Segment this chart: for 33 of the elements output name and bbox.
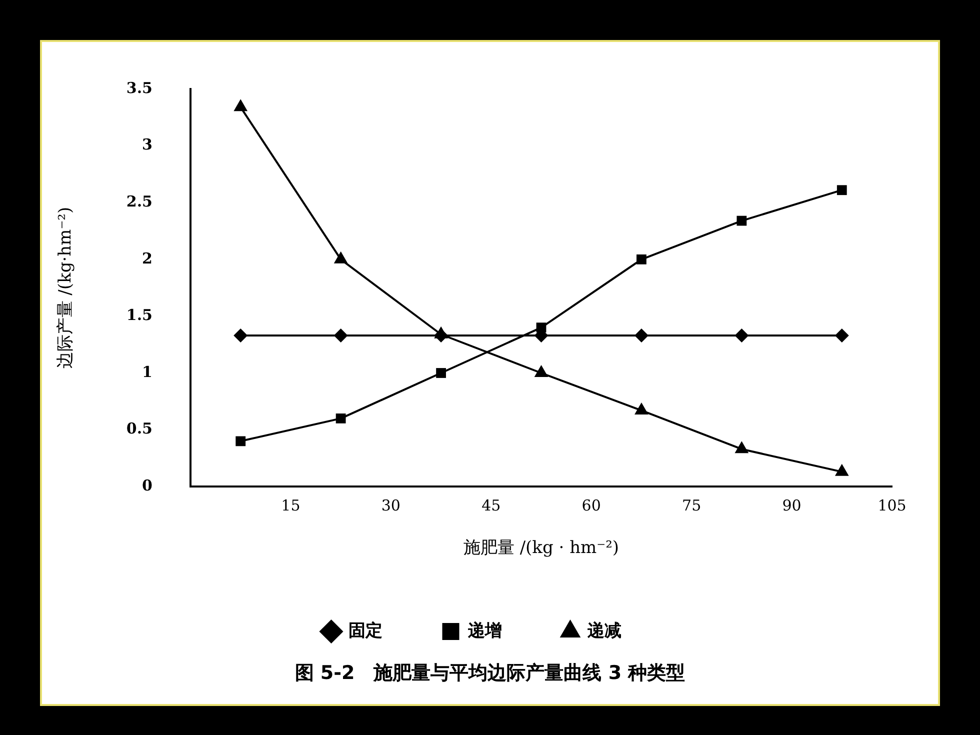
y-axis-title: 边际产量 /(kg·hm⁻²): [56, 206, 76, 369]
x-tick-label: 30: [381, 496, 400, 514]
point: [736, 216, 747, 226]
text: 图 5-2 施肥量与平均边际产量曲线 3 种类型: [294, 661, 686, 686]
legend-label: 固定: [348, 620, 382, 641]
point: [234, 328, 248, 343]
y-tick-label: 2.5: [126, 192, 152, 210]
x-tick-label: 75: [682, 496, 702, 514]
x-tick-label: 45: [482, 496, 501, 514]
point: [836, 185, 847, 196]
x-tick-label: 90: [782, 496, 802, 514]
y-tick-label: 2: [142, 249, 152, 268]
point: [436, 368, 446, 378]
y-tick-label: 1: [142, 362, 152, 381]
y-tick-label: 1.5: [126, 306, 152, 324]
x-axis-title: 施肥量 /(kg · hm⁻²): [463, 538, 620, 558]
point: [536, 322, 546, 333]
x-tick-label: 60: [582, 496, 601, 514]
y-tick-label: 0.5: [126, 420, 152, 438]
point: [636, 254, 646, 264]
point: [334, 328, 348, 343]
x-tick-label: 15: [281, 496, 300, 514]
point: [236, 436, 246, 446]
point: [734, 328, 749, 343]
point: [634, 328, 648, 343]
y-tick-label: 3: [142, 136, 152, 154]
x-tick-label: 105: [878, 496, 906, 514]
y-tick-label: 3.5: [126, 78, 152, 97]
point: [834, 328, 849, 343]
point: [336, 413, 346, 424]
legend-label: 递减: [586, 620, 622, 641]
legend-label: 递增: [466, 620, 502, 641]
y-tick-label: 0: [142, 476, 152, 494]
